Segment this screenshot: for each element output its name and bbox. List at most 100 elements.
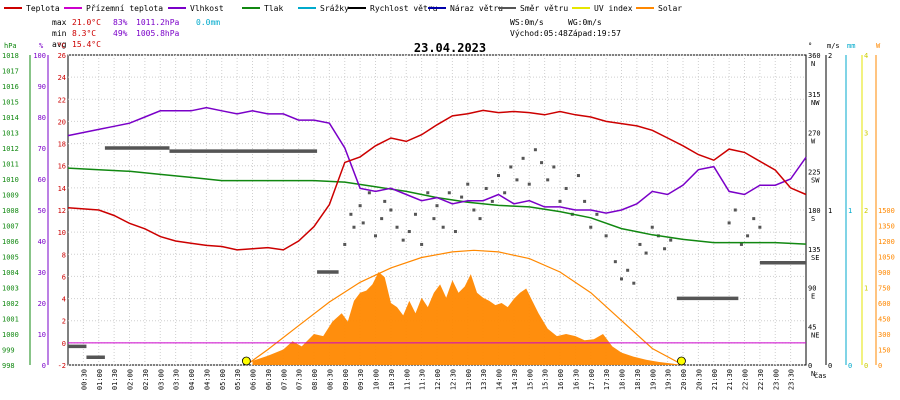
wind-dir-tick-label: 270 — [808, 130, 821, 138]
x-axis-label: čas — [814, 372, 827, 380]
x-tick-label: 05:30 — [234, 369, 242, 390]
wind-dir-point — [727, 221, 731, 225]
wind-dir-compass-label: SW — [811, 176, 820, 184]
wind-dir-compass-label: NE — [811, 331, 819, 339]
x-tick-label: 11:00 — [403, 369, 411, 390]
uv-tick-label: 3 — [864, 130, 868, 138]
temperature-tick-label: 2 — [62, 318, 66, 326]
rain-tick-label: 1 — [848, 207, 852, 215]
humidity-tick-label: 80 — [38, 114, 46, 122]
wind-dir-point — [758, 225, 762, 229]
marker-sunrise — [241, 356, 251, 366]
x-ticks: 00:30 01:00 01:30 02:00 02:30 03:00 03:30 04:00… — [80, 369, 795, 390]
wind-dir-point — [478, 217, 482, 221]
solar-tick-label: 1050 — [878, 254, 895, 262]
axis-unit-rain: mm — [847, 42, 855, 50]
wind-dir-point — [401, 238, 405, 242]
axis-unit-temperature: °C — [57, 42, 65, 50]
wind-speed-tick-label: 1 — [828, 207, 832, 215]
wind-dir-point — [435, 204, 439, 208]
wind-dir-point — [739, 242, 743, 246]
wind-dir-point — [407, 230, 411, 234]
x-tick-label: 12:00 — [434, 369, 442, 390]
x-tick-label: 03:30 — [173, 369, 181, 390]
solar-tick-label: 1500 — [878, 207, 895, 215]
stat-max-temp: 21.0°C — [72, 18, 101, 27]
rain-tick-label: 0 — [848, 362, 852, 370]
wind-dir-point — [546, 178, 550, 182]
wind-dir-tick-label: 180 — [808, 207, 821, 215]
temperature-tick-label: 0 — [62, 340, 66, 348]
solar-tick-label: 750 — [878, 285, 891, 293]
wind-dir-point — [521, 156, 525, 160]
pressure-tick-label: 1005 — [2, 254, 19, 262]
stat-ws: WS:0m/s — [510, 18, 544, 27]
wind-dir-point — [509, 165, 513, 169]
wind-dir-point — [432, 217, 436, 221]
temperature-tick-label: 16 — [58, 163, 66, 171]
wind-dir-point — [472, 208, 476, 212]
x-tick-label: 01:30 — [111, 369, 119, 390]
stat-min-label: min — [52, 29, 67, 38]
wind-dir-point — [558, 199, 562, 203]
wind-dir-compass-label: NW — [811, 99, 820, 107]
plot-area — [67, 106, 807, 366]
stat-max-hum: 83% — [113, 18, 128, 27]
x-tick-label: 11:30 — [419, 369, 427, 390]
pressure-tick-label: 1002 — [2, 300, 19, 308]
stat-avg-temp: 15.4°C — [72, 40, 101, 49]
solar-tick-label: 900 — [878, 269, 891, 277]
wind-dir-tick-label: 225 — [808, 168, 821, 176]
wind-dir-point — [663, 247, 667, 251]
x-tick-label: 23:30 — [788, 369, 796, 390]
wind-dir-compass-label: N — [811, 370, 815, 378]
x-tick-label: 18:30 — [634, 369, 642, 390]
uv-tick-label: 2 — [864, 207, 868, 215]
wind-dir-point — [389, 208, 393, 212]
wind-dir-point — [632, 281, 636, 285]
humidity-tick-label: 70 — [38, 145, 46, 153]
stat-min-temp: 8.3°C — [72, 29, 96, 38]
wind-speed-tick-label: 2 — [828, 52, 832, 60]
axes: 9989991000100110021003100410051006100710… — [2, 52, 895, 378]
wind-dir-compass-label: W — [811, 138, 816, 146]
temperature-tick-label: -2 — [58, 362, 66, 370]
x-tick-label: 13:00 — [465, 369, 473, 390]
axis-unit-pressure: hPa — [4, 42, 17, 50]
x-tick-label: 16:30 — [572, 369, 580, 390]
x-tick-label: 18:00 — [619, 369, 627, 390]
wind-dir-compass-label: N — [811, 60, 815, 68]
solar-tick-label: 600 — [878, 300, 891, 308]
x-tick-label: 20:00 — [680, 369, 688, 390]
x-tick-label: 08:00 — [311, 369, 319, 390]
x-tick-label: 04:30 — [203, 369, 211, 390]
wind-dir-point — [349, 212, 353, 216]
wind-dir-tick-label: 90 — [808, 285, 816, 293]
x-tick-label: 01:00 — [96, 369, 104, 390]
series-solar-theoretical — [245, 249, 684, 366]
wind-dir-point — [374, 234, 377, 238]
humidity-tick-label: 20 — [38, 300, 46, 308]
x-tick-label: 20:30 — [695, 369, 703, 390]
legend-label: Solar — [658, 4, 682, 13]
x-tick-label: 22:00 — [742, 369, 750, 390]
stat-wg: WG:0m/s — [568, 18, 602, 27]
wind-dir-point — [484, 186, 488, 190]
temperature-tick-label: 8 — [62, 251, 66, 259]
wind-dir-point — [527, 182, 531, 186]
stat-min-press: 1005.8hPa — [136, 29, 180, 38]
x-tick-label: 21:00 — [711, 369, 719, 390]
uv-tick-label: 1 — [864, 285, 868, 293]
wind-dir-point — [604, 234, 608, 238]
legend-label: Teplota — [26, 4, 60, 13]
pressure-tick-label: 1000 — [2, 331, 19, 339]
wind-dir-point — [383, 199, 387, 203]
x-tick-label: 02:00 — [127, 369, 135, 390]
marker-sunset — [677, 356, 686, 366]
pressure-tick-label: 998 — [2, 362, 15, 370]
pressure-tick-label: 1017 — [2, 68, 19, 76]
uv-tick-label: 4 — [864, 52, 868, 60]
temperature-tick-label: 24 — [58, 74, 66, 82]
series-solar-area — [252, 272, 683, 365]
